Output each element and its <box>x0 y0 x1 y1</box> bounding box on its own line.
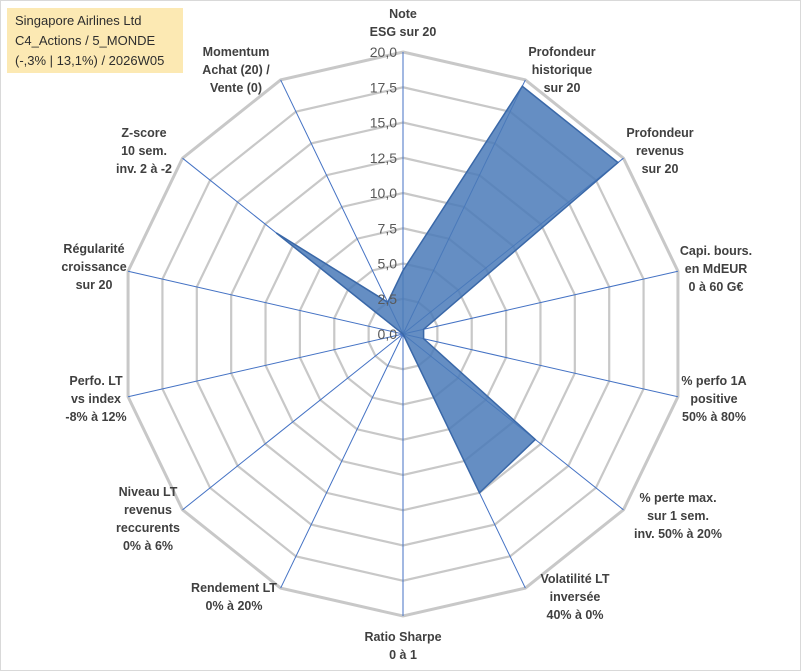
axis-label-0: Note ESG sur 20 <box>370 7 437 39</box>
axis-label-2: Profondeur revenus sur 20 <box>626 126 693 176</box>
tick-label-8: 20,0 <box>370 44 397 60</box>
spoke-9 <box>182 333 404 511</box>
chart-title-box: Singapore Airlines Ltd C4_Actions / 5_MO… <box>7 8 183 73</box>
axis-label-1: Profondeur historique sur 20 <box>528 45 595 95</box>
spoke-8 <box>280 333 404 589</box>
spoke-10 <box>127 333 404 398</box>
axis-label-9: Niveau LT revenus reccurents 0% à 6% <box>116 485 180 553</box>
tick-label-7: 17,5 <box>370 79 397 95</box>
spoke-3 <box>402 270 679 335</box>
tick-label-2: 5,0 <box>378 256 398 272</box>
axis-label-3: Capi. bours. en MdEUR 0 à 60 G€ <box>680 244 752 294</box>
tick-label-4: 10,0 <box>370 185 397 201</box>
tick-label-6: 15,0 <box>370 115 397 131</box>
axis-label-10: Perfo. LT vs index -8% à 12% <box>65 374 126 424</box>
axis-label-12: Z-score 10 sem. inv. 2 à -2 <box>116 126 172 176</box>
spoke-4 <box>402 333 679 398</box>
tick-label-0: 0,0 <box>378 326 398 342</box>
axis-label-7: Ratio Sharpe 0 à 1 <box>364 630 441 662</box>
axis-label-8: Rendement LT 0% à 20% <box>191 581 277 613</box>
title-performance: (-,3% | 13,1%) / 2026W05 <box>15 53 165 68</box>
axis-label-5: % perte max. sur 1 sem. inv. 50% à 20% <box>634 491 722 541</box>
axis-label-4: % perfo 1A positive 50% à 80% <box>681 374 746 424</box>
axis-label-6: Volatilité LT inversée 40% à 0% <box>541 572 610 622</box>
tick-label-3: 7,5 <box>378 220 398 236</box>
tick-label-1: 2,5 <box>378 291 398 307</box>
spoke-11 <box>127 270 404 335</box>
tick-label-5: 12,5 <box>370 150 397 166</box>
axis-label-13: Momentum Achat (20) / Vente (0) <box>202 45 270 95</box>
title-company: Singapore Airlines Ltd <box>15 13 142 28</box>
spoke-13 <box>280 79 404 335</box>
title-category: C4_Actions / 5_MONDE <box>15 33 156 48</box>
axis-label-11: Régularité croissance sur 20 <box>61 242 126 292</box>
data-series-area <box>275 85 620 495</box>
